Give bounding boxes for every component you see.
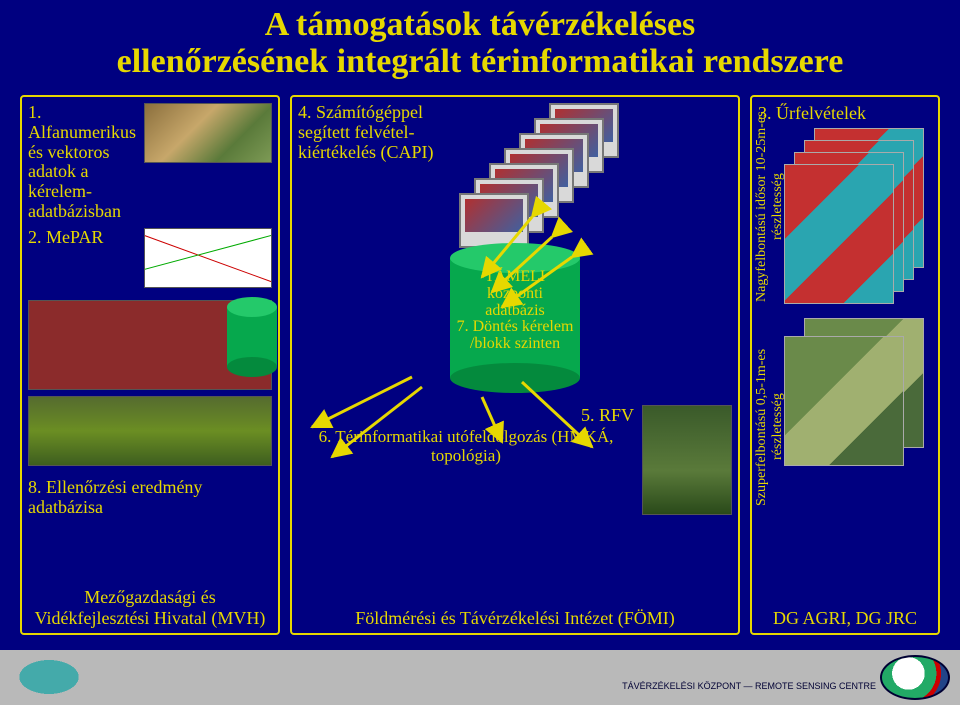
thumb-mepar bbox=[144, 228, 272, 288]
mid-top-row: 4. Számítógéppel segített felvétel-kiért… bbox=[298, 103, 732, 263]
vlabel-superres: Szuperfelbontású 0,5-1m-es részletesség bbox=[754, 327, 786, 527]
label-item8: 8. Ellenőrzési eredmény adatbázisa bbox=[28, 478, 272, 518]
label-item1: 1. Alfanumerikus és vektoros adatok a ké… bbox=[28, 103, 138, 222]
left-row-aerial bbox=[28, 396, 272, 466]
column-dg: 3. Űrfelvételek Nagyfelbontású idősor 10… bbox=[750, 95, 940, 635]
title-line-1: A támogatások távérzékeléses bbox=[0, 6, 960, 43]
db-line1: TÁMELI központi adatbázis bbox=[485, 268, 545, 319]
cylinder-text: TÁMELI központi adatbázis 7. Döntés kére… bbox=[456, 269, 574, 353]
vlabel-highres: Nagyfelbontású idősor 10-25m-es részlete… bbox=[754, 107, 786, 307]
cylinder-left bbox=[227, 297, 277, 377]
left-item-2: 2. MePAR bbox=[28, 228, 272, 288]
logo-fomi-icon bbox=[14, 657, 84, 697]
title-line-2: ellenőrzésének integrált térinformatikai… bbox=[0, 43, 960, 80]
column-fomi: 4. Számítógéppel segített felvétel-kiért… bbox=[290, 95, 740, 635]
monitor-stack bbox=[459, 103, 732, 263]
logo-text: TÁVÉRZÉKELÉSI KÖZPONT — REMOTE SENSING C… bbox=[622, 682, 876, 691]
rfv-photo bbox=[642, 405, 732, 515]
footer-fomi: Földmérési és Távérzékelési Intézet (FÖM… bbox=[298, 604, 732, 629]
footer-dg: DG AGRI, DG JRC bbox=[758, 604, 932, 629]
label-item6: 6. Térinformatikai utófeldolgozás (HMKÁ,… bbox=[298, 428, 634, 465]
thumb-parcels bbox=[144, 103, 272, 163]
rfv-row: 5. RFV 6. Térinformatikai utófeldolgozás… bbox=[298, 405, 732, 515]
bottom-bar: TÁVÉRZÉKELÉSI KÖZPONT — REMOTE SENSING C… bbox=[0, 650, 960, 705]
label-item2: 2. MePAR bbox=[28, 228, 138, 248]
footer-mvh: Mezőgazdasági és Vidékfejlesztési Hivata… bbox=[28, 583, 272, 629]
db-line2: 7. Döntés kérelem /blokk szinten bbox=[457, 318, 574, 352]
thumb-aerial bbox=[28, 396, 272, 466]
cylinder-tameli: TÁMELI központi adatbázis 7. Döntés kére… bbox=[450, 243, 580, 393]
label-item5: 5. RFV bbox=[298, 405, 634, 426]
left-item-1: 1. Alfanumerikus és vektoros adatok a ké… bbox=[28, 103, 272, 222]
sat-stack-bot bbox=[784, 318, 958, 478]
diagram-stage: 1. Alfanumerikus és vektoros adatok a ké… bbox=[20, 95, 940, 635]
label-item4: 4. Számítógéppel segített felvétel-kiért… bbox=[298, 103, 453, 263]
column-mvh: 1. Alfanumerikus és vektoros adatok a ké… bbox=[20, 95, 280, 635]
sat-stack-top bbox=[784, 128, 958, 318]
logo-rsc-icon bbox=[880, 655, 950, 700]
page-title: A támogatások távérzékeléses ellenőrzésé… bbox=[0, 0, 960, 81]
